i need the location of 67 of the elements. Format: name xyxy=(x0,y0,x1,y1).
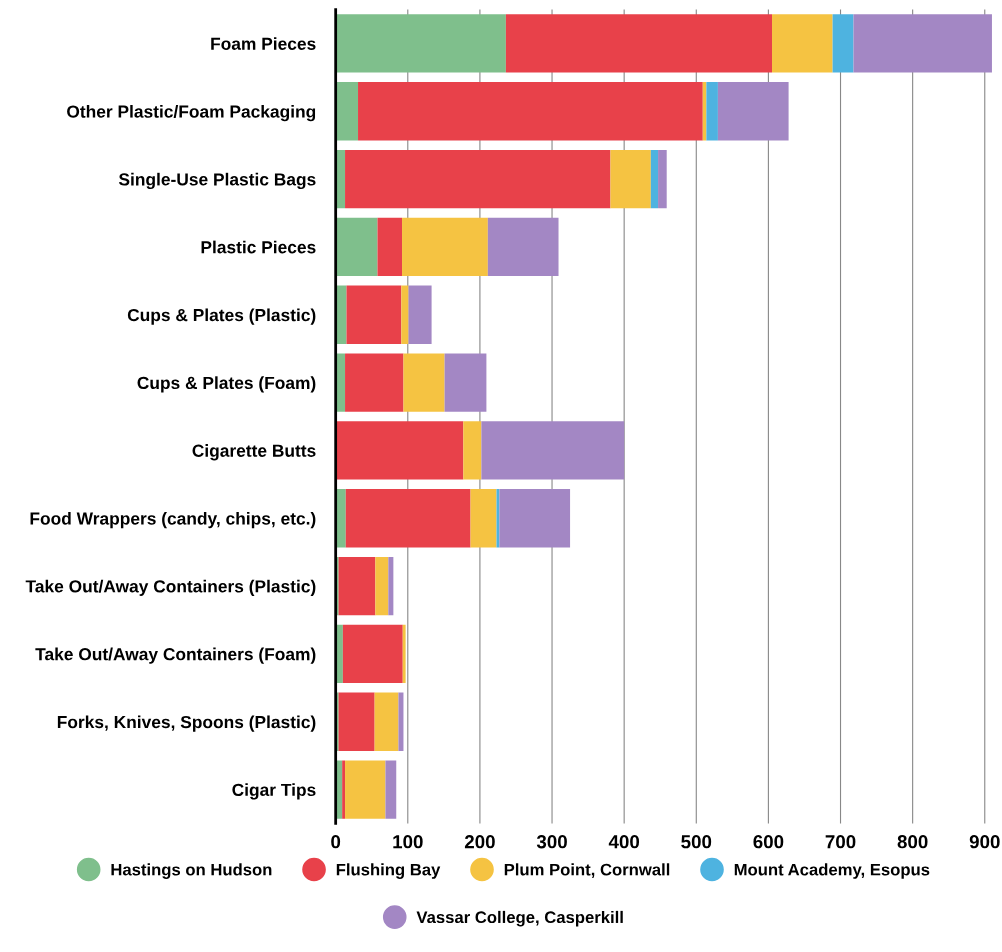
bar xyxy=(717,82,789,141)
bar xyxy=(398,692,404,751)
legend-label: Vassar College, Casperkill xyxy=(416,910,623,927)
legend-label: Flushing Bay xyxy=(336,863,441,879)
bar xyxy=(658,149,667,209)
legend-label: Plum Point, Cornwall xyxy=(504,863,670,878)
bar xyxy=(342,760,346,819)
bar xyxy=(401,285,409,344)
bar xyxy=(345,353,404,412)
x-tick-label: 200 xyxy=(464,835,495,849)
y-tick-label: Forks, Knives, Spoons (Plastic) xyxy=(57,715,316,732)
bar xyxy=(346,285,402,344)
bar xyxy=(610,149,651,209)
x-tick-label: 800 xyxy=(897,835,928,849)
bar xyxy=(374,692,399,751)
legend-label: Mount Academy, Esopus xyxy=(734,863,930,879)
bar xyxy=(470,489,497,548)
bar xyxy=(832,14,854,73)
bar xyxy=(335,82,359,141)
bar xyxy=(499,489,571,548)
x-tick-label: 700 xyxy=(825,835,856,849)
bar xyxy=(853,14,992,73)
legend-label: Hastings on Hudson xyxy=(111,863,272,879)
y-tick-label: Plastic Pieces xyxy=(201,240,316,254)
bar xyxy=(338,556,376,616)
bar xyxy=(345,760,386,819)
y-tick-label: Cigarette Butts xyxy=(192,444,316,461)
y-tick-label: Other Plastic/Foam Packaging xyxy=(67,104,316,122)
x-tick-label: 0 xyxy=(331,835,341,849)
bar xyxy=(650,149,659,209)
bar xyxy=(342,624,403,684)
bar xyxy=(408,285,432,344)
y-tick-label: Cups & Plates (Plastic) xyxy=(127,308,316,325)
y-tick-label: Food Wrappers (candy, chips, etc.) xyxy=(30,511,316,529)
bar xyxy=(402,217,488,277)
x-tick-label: 500 xyxy=(681,835,712,849)
bar xyxy=(481,421,625,480)
bar xyxy=(706,82,718,141)
bar xyxy=(345,489,471,548)
x-tick-label: 300 xyxy=(536,835,567,849)
bar xyxy=(375,556,389,616)
bar xyxy=(385,760,397,819)
bar xyxy=(505,14,773,73)
y-tick-label: Cigar Tips xyxy=(232,783,316,800)
bar xyxy=(335,421,464,480)
x-tick-label: 400 xyxy=(608,835,640,849)
bar xyxy=(487,217,559,277)
bar xyxy=(388,556,394,616)
bar xyxy=(377,217,403,277)
bar xyxy=(338,692,375,751)
bar xyxy=(335,14,506,73)
bar xyxy=(772,14,833,73)
bar xyxy=(403,353,445,412)
bar xyxy=(402,624,406,684)
x-tick-label: 600 xyxy=(753,835,784,849)
y-tick-label: Single-Use Plastic Bags xyxy=(118,172,316,190)
bar xyxy=(335,217,378,277)
bar xyxy=(358,82,703,141)
bar xyxy=(345,149,611,209)
x-tick-label: 900 xyxy=(969,835,1000,849)
bar xyxy=(463,421,482,480)
y-tick-label: Cups & Plates (Foam) xyxy=(137,376,316,393)
y-tick-label: Take Out/Away Containers (Plastic) xyxy=(25,579,316,596)
bar xyxy=(444,353,487,412)
y-tick-label: Take Out/Away Containers (Foam) xyxy=(35,647,316,664)
y-tick-label: Foam Pieces xyxy=(211,37,316,50)
x-tick-label: 100 xyxy=(393,835,423,849)
